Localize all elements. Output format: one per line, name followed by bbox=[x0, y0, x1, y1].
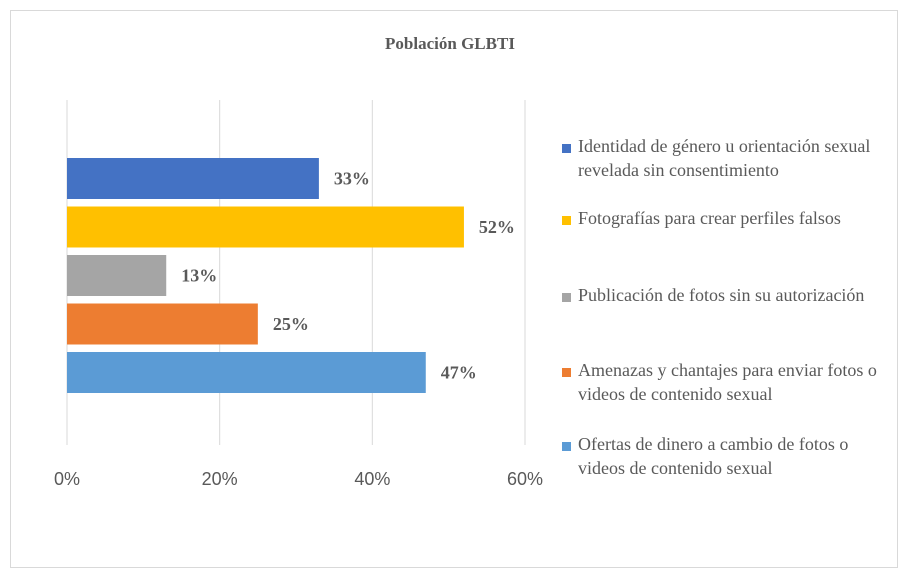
legend-label: Fotografías para crear perfiles falsos bbox=[578, 208, 841, 228]
chart-title: Población GLBTI bbox=[385, 34, 515, 53]
data-label: 25% bbox=[273, 314, 309, 334]
legend-swatch bbox=[562, 216, 571, 225]
bar bbox=[67, 206, 464, 248]
legend-swatch bbox=[562, 442, 571, 451]
x-tick-label: 40% bbox=[354, 469, 390, 489]
legend-swatch bbox=[562, 293, 571, 302]
legend-swatch bbox=[562, 368, 571, 377]
legend-label: Publicación de fotos sin su autorización bbox=[578, 285, 864, 305]
data-label: 47% bbox=[441, 363, 477, 383]
data-label: 52% bbox=[479, 217, 515, 237]
x-tick-label: 0% bbox=[54, 469, 80, 489]
x-tick-label: 60% bbox=[507, 469, 543, 489]
bar bbox=[67, 158, 319, 199]
bar bbox=[67, 352, 426, 393]
data-label: 33% bbox=[334, 169, 370, 189]
data-label: 13% bbox=[181, 266, 217, 286]
bar bbox=[67, 303, 258, 345]
bar bbox=[67, 255, 167, 296]
legend-label: Ofertas de dinero a cambio de fotos o vid… bbox=[578, 434, 848, 478]
legend-label: Identidad de género u orientación sexual… bbox=[578, 136, 870, 180]
x-tick-label: 20% bbox=[202, 469, 238, 489]
legend-swatch bbox=[562, 144, 571, 153]
legend-label: Amenazas y chantajes para enviar fotos o… bbox=[578, 360, 877, 404]
